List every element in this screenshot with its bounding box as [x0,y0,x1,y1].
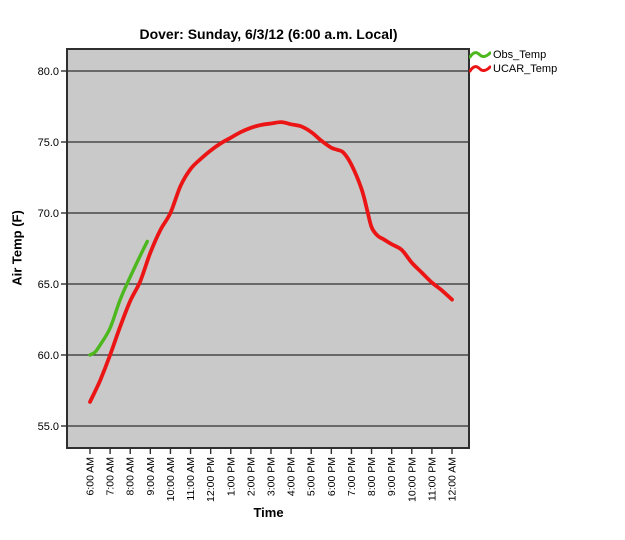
x-tick-label: 9:00 PM [386,457,398,496]
plot-frame [66,48,470,449]
x-tick-label: 5:00 PM [306,457,318,496]
x-tick-label: 10:00 PM [406,457,418,502]
x-tick-label: 12:00 PM [205,457,217,502]
x-tick-label: 6:00 PM [326,457,338,496]
x-axis-title: Time [253,505,284,520]
x-tick-label: 11:00 AM [185,457,197,501]
obs-temp-line [88,239,149,357]
chart-title: Dover: Sunday, 6/3/12 (6:00 a.m. Local) [139,26,398,42]
x-tick-label: 2:00 PM [245,457,257,496]
legend-label-ucar-temp: UCAR_Temp [493,63,558,75]
x-tick-label: 12:00 AM [446,457,458,501]
ucar-temp-line-swatch-icon [469,64,491,72]
y-tick-label: 60.0 [38,350,59,362]
legend-label-obs-temp: Obs_Temp [493,49,547,61]
y-tick-label: 80.0 [38,66,59,78]
x-tick-label: 9:00 AM [145,457,157,496]
x-tick-label: 6:00 AM [85,457,97,496]
x-tick-label: 8:00 AM [125,457,137,496]
ucar-temp-line [88,120,454,404]
plot-background [67,49,469,448]
y-tick-label: 70.0 [38,208,59,220]
x-tick-label: 10:00 AM [165,457,177,501]
x-tick-label: 1:00 PM [225,457,237,496]
x-tick-label: 7:00 AM [105,457,117,496]
x-tick-label: 7:00 PM [346,457,358,496]
x-tick-label: 8:00 PM [366,457,378,496]
obs-temp-line-swatch-icon [469,50,491,58]
y-tick-label: 75.0 [38,137,59,149]
y-tick-label: 65.0 [38,279,59,291]
x-tick-label: 4:00 PM [286,457,298,496]
y-tick-label: 55.0 [38,421,59,433]
legend: Obs_Temp UCAR_Temp [469,48,557,76]
x-tick-label: 3:00 PM [265,457,277,496]
legend-item-ucar-temp: UCAR_Temp [469,62,557,76]
x-tick-label: 11:00 PM [426,457,438,501]
legend-item-obs-temp: Obs_Temp [469,48,557,62]
